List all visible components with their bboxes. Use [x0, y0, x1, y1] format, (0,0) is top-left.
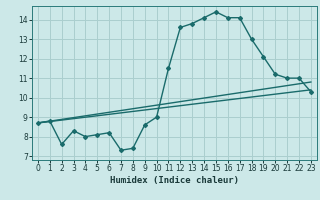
X-axis label: Humidex (Indice chaleur): Humidex (Indice chaleur) [110, 176, 239, 185]
